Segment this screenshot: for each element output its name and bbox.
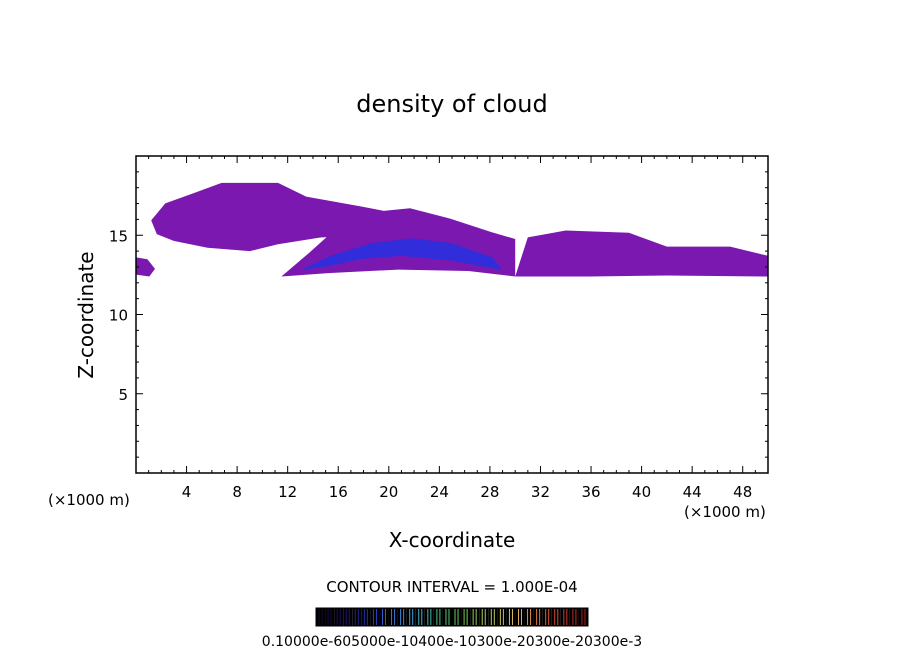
plot-area: [136, 182, 768, 277]
colorbar-cell: [406, 608, 416, 626]
colorbar-cell: [352, 608, 362, 626]
x-unit-left: (×1000 m): [48, 491, 130, 509]
colorbar-cell: [488, 608, 498, 626]
colorbar-cell: [524, 608, 534, 626]
x-tick-label: 28: [480, 483, 499, 501]
colorbar-cell: [560, 608, 570, 626]
colorbar-cell: [334, 608, 344, 626]
x-tick-label: 44: [683, 483, 702, 501]
colorbar-cell: [388, 608, 398, 626]
colorbar-cell: [461, 608, 471, 626]
x-tick-label: 48: [733, 483, 752, 501]
x-tick-label: 4: [182, 483, 192, 501]
colorbar-cell: [551, 608, 561, 626]
colorbar-cell: [316, 608, 326, 626]
colorbar-cell: [325, 608, 335, 626]
colorbar-cell: [542, 608, 552, 626]
x-tick-label: 16: [329, 483, 348, 501]
colorbar-cell: [343, 608, 353, 626]
y-axis: 5 10 15: [109, 171, 768, 458]
cloud-region-left-edge: [136, 257, 155, 277]
x-tick-label: 32: [531, 483, 550, 501]
contour-interval-label: CONTOUR INTERVAL = 1.000E-04: [326, 578, 577, 596]
colorbar-cell: [361, 608, 371, 626]
x-tick-label: 8: [232, 483, 242, 501]
colorbar-cell: [515, 608, 525, 626]
colorbar-cell: [497, 608, 507, 626]
cloud-region-core-high-density: [300, 238, 503, 271]
colorbar-cell: [569, 608, 579, 626]
x-tick-label: 12: [278, 483, 297, 501]
colorbar-cell: [506, 608, 516, 626]
x-axis: 4 8 12 16 20 24 28 32 36 40 44 48: [148, 156, 756, 501]
y-tick-label: 15: [109, 227, 128, 245]
x-tick-label: 24: [430, 483, 449, 501]
y-axis-label: Z-coordinate: [74, 251, 98, 378]
y-tick-label: 10: [109, 307, 128, 325]
y-tick-label: 5: [118, 386, 128, 404]
colorbar-cell: [379, 608, 389, 626]
x-tick-label: 36: [581, 483, 600, 501]
x-axis-label: X-coordinate: [389, 528, 516, 552]
colorbar-cell: [370, 608, 380, 626]
colorbar-cell: [415, 608, 425, 626]
x-unit-right: (×1000 m): [684, 503, 766, 521]
colorbar-cell: [397, 608, 407, 626]
colorbar-cell: [578, 608, 588, 626]
colorbar-cell: [470, 608, 480, 626]
colorbar-labels: 0.10000e-605000e-10400e-10300e-20300e-20…: [262, 634, 642, 650]
colorbar-cell: [442, 608, 452, 626]
colorbar-cell: [533, 608, 543, 626]
x-tick-label: 20: [379, 483, 398, 501]
colorbar: [315, 607, 589, 627]
chart-title: density of cloud: [356, 90, 547, 118]
colorbar-cell: [479, 608, 489, 626]
colorbar-frame: [315, 607, 589, 627]
colorbar-cell: [433, 608, 443, 626]
cloud-region-right-band: [515, 230, 768, 277]
x-tick-label: 40: [632, 483, 651, 501]
colorbar-cell: [424, 608, 434, 626]
colorbar-cell: [452, 608, 462, 626]
